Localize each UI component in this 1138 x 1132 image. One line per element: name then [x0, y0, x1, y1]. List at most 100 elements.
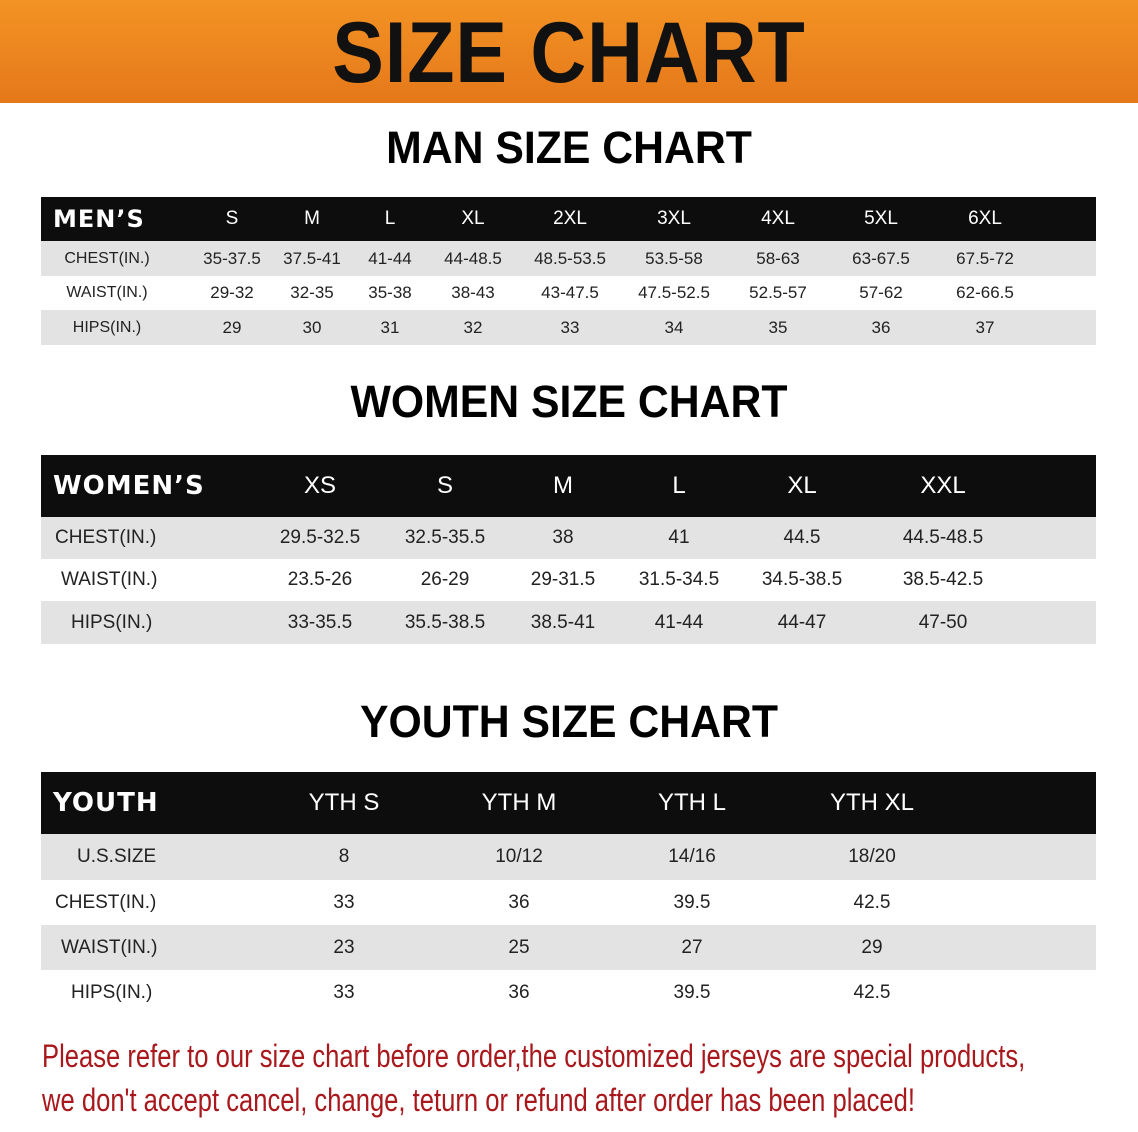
table-cell: 34.5-38.5 — [761, 569, 843, 590]
row-label: CHEST(IN.) — [55, 527, 157, 548]
table-cell: 26-29 — [420, 569, 470, 590]
table-header: YOUTH YTH S YTH M YTH L YTH XL — [41, 772, 1096, 834]
table-row: HIPS(IN.) 29 30 31 32 33 34 35 36 37 — [41, 310, 1096, 345]
table-cell: 39.5 — [673, 982, 711, 1003]
table-cell: 25 — [508, 937, 530, 958]
table-cell: 57-62 — [859, 283, 903, 302]
table-cell: 38.5-42.5 — [902, 569, 984, 590]
table-cell: 42.5 — [853, 982, 891, 1003]
table-row: HIPS(IN.) 33 36 39.5 42.5 — [41, 970, 1096, 1015]
size-header-yth-l: YTH L — [657, 789, 727, 816]
table-row: HIPS(IN.) 33-35.5 35.5-38.5 38.5-41 41-44 44-… — [41, 601, 1096, 644]
table-cell: 31.5-34.5 — [638, 569, 720, 590]
table-cell: 44.5 — [783, 527, 821, 548]
size-header-xl: XL — [461, 208, 485, 229]
table-row: CHEST(IN.) 35-37.5 37.5-41 41-44 44-48.5 48.5… — [41, 241, 1096, 276]
row-label: CHEST(IN.) — [64, 250, 150, 267]
size-header-l: L — [672, 472, 686, 499]
table-cell: 30 — [302, 318, 322, 337]
table-cell: 35-37.5 — [203, 249, 261, 268]
row-label: HIPS(IN.) — [71, 612, 153, 633]
size-header-xl: XL — [787, 472, 817, 499]
table-cell: 27 — [681, 937, 703, 958]
notice-line-2: we don't accept cancel, change, teturn o… — [42, 1082, 915, 1118]
size-header-xs: XS — [303, 472, 337, 499]
table-cell: 38 — [552, 527, 574, 548]
table-cell: 18/20 — [848, 846, 896, 867]
table-row: U.S.SIZE 8 10/12 14/16 18/20 — [41, 834, 1096, 880]
header-label: YOUTH — [53, 788, 159, 818]
table-cell: 35 — [768, 318, 788, 337]
row-label: HIPS(IN.) — [71, 982, 153, 1003]
table-cell: 62-66.5 — [956, 283, 1014, 302]
row-label: WAIST(IN.) — [61, 569, 158, 590]
table-cell: 32.5-35.5 — [404, 527, 486, 548]
size-header-2xl: 2XL — [553, 208, 587, 229]
women-section-title: WOMEN SIZE CHART — [350, 376, 788, 427]
table-row: WAIST(IN.) 29-32 32-35 35-38 38-43 43-47.5 47.… — [41, 276, 1096, 310]
table-cell: 33-35.5 — [287, 612, 353, 633]
table-header: MEN’S S M L XL 2XL 3XL 4XL 5XL 6XL — [41, 197, 1096, 241]
table-cell: 44.5-48.5 — [902, 527, 984, 548]
table-cell: 35.5-38.5 — [404, 612, 486, 633]
table-cell: 23.5-26 — [287, 569, 353, 590]
size-header-yth-m: YTH M — [481, 789, 557, 816]
table-cell: 43-47.5 — [541, 283, 599, 302]
table-cell: 58-63 — [756, 249, 800, 268]
table-cell: 32 — [463, 318, 483, 337]
table-cell: 63-67.5 — [852, 249, 910, 268]
size-header-l: L — [384, 208, 396, 229]
table-row: CHEST(IN.) 33 36 39.5 42.5 — [41, 880, 1096, 925]
table-header: WOMEN’S XS S M L XL XXL — [41, 455, 1096, 517]
table-cell: 44-47 — [777, 612, 827, 633]
size-header-m: M — [553, 472, 573, 499]
table-cell: 10/12 — [495, 846, 543, 867]
table-cell: 67.5-72 — [956, 249, 1014, 268]
table-cell: 37 — [975, 318, 995, 337]
size-header-6xl: 6XL — [968, 208, 1002, 229]
size-header-yth-xl: YTH XL — [829, 789, 915, 816]
table-cell: 32-35 — [290, 283, 334, 302]
banner: SIZE CHART — [0, 0, 1138, 103]
table-cell: 33 — [560, 318, 580, 337]
size-header-m: M — [304, 208, 320, 229]
table-cell: 36 — [871, 318, 891, 337]
table-cell: 29 — [861, 937, 883, 958]
row-label: WAIST(IN.) — [66, 284, 148, 301]
size-header-3xl: 3XL — [657, 208, 691, 229]
table-row: CHEST(IN.) 29.5-32.5 32.5-35.5 38 41 44.5 44.5… — [41, 517, 1096, 559]
table-cell: 48.5-53.5 — [534, 249, 606, 268]
banner-title: SIZE CHART — [332, 5, 806, 101]
size-header-5xl: 5XL — [864, 208, 898, 229]
table-cell: 34 — [664, 318, 684, 337]
table-cell: 38-43 — [451, 283, 495, 302]
row-label: WAIST(IN.) — [61, 937, 158, 958]
table-cell: 14/16 — [668, 846, 716, 867]
table-cell: 29 — [222, 318, 242, 337]
table-cell: 53.5-58 — [645, 249, 703, 268]
size-header-4xl: 4XL — [761, 208, 795, 229]
row-label: HIPS(IN.) — [72, 319, 142, 336]
table-cell: 39.5 — [673, 892, 711, 913]
table-cell: 42.5 — [853, 892, 891, 913]
table-row: WAIST(IN.) 23.5-26 26-29 29-31.5 31.5-34.5 34… — [41, 559, 1096, 601]
men-section-title: MAN SIZE CHART — [386, 122, 752, 173]
table-cell: 41-44 — [654, 612, 704, 633]
table-cell: 29.5-32.5 — [279, 527, 361, 548]
table-cell: 29-32 — [210, 283, 254, 302]
table-cell: 44-48.5 — [444, 249, 502, 268]
table-cell: 52.5-57 — [749, 283, 807, 302]
row-label: U.S.SIZE — [77, 846, 157, 867]
size-header-yth-s: YTH S — [308, 789, 380, 816]
youth-section-title: YOUTH SIZE CHART — [359, 696, 778, 747]
header-label: MEN’S — [53, 205, 145, 233]
table-cell: 33 — [333, 982, 355, 1003]
notice-line-1: Please refer to our size chart before or… — [42, 1038, 1026, 1074]
header-label: WOMEN’S — [53, 471, 205, 501]
table-cell: 36 — [508, 892, 530, 913]
size-header-xxl: XXL — [920, 472, 966, 499]
table-cell: 8 — [338, 846, 350, 867]
table-cell: 35-38 — [368, 283, 412, 302]
table-cell: 47-50 — [918, 612, 968, 633]
table-row: WAIST(IN.) 23 25 27 29 — [41, 925, 1096, 970]
